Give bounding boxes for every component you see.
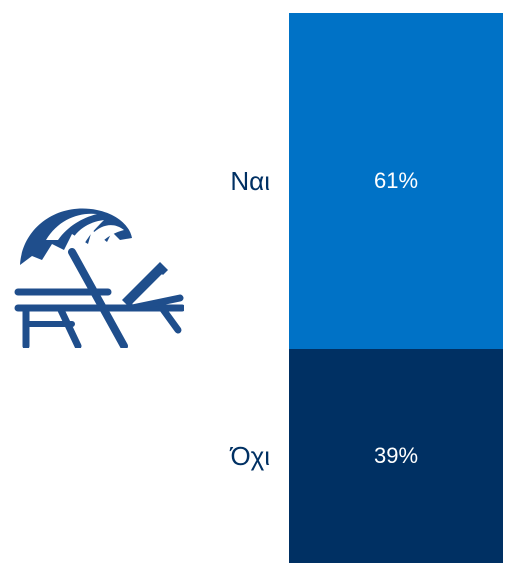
bar-value-label: 61%: [373, 167, 419, 193]
category-label: Ναι: [230, 165, 270, 196]
bar-segment: 61%: [289, 13, 503, 349]
bar-value-label: 39%: [373, 442, 419, 468]
beach-umbrella-lounger-icon: [12, 200, 184, 348]
bar-segment: 39%: [289, 348, 503, 563]
category-label: Όχι: [230, 440, 270, 471]
